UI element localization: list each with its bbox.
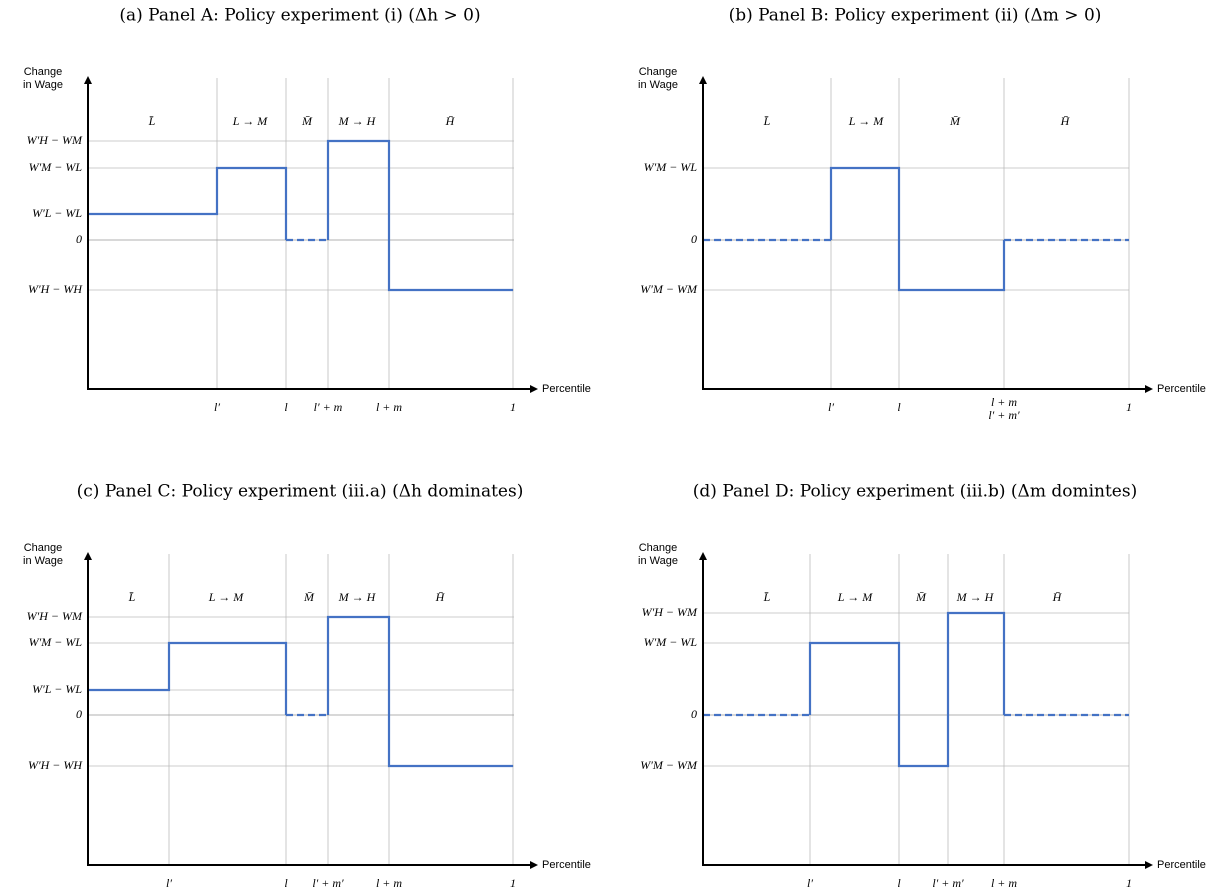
y-axis-label-box: Change in Wage [638,66,678,91]
x-tick-label: 1 [510,876,516,890]
x-tick-label: l′ + m [314,400,343,414]
panel: (a) Panel A: Policy experiment (i) (Δh >… [23,6,591,414]
y-axis-label: Change in Wage [638,66,678,91]
y-tick-label: W′M − WL [29,160,83,174]
x-tick-label: 1 [510,400,516,414]
region-label: L̄ [128,590,136,604]
region-label: L̄ [763,114,771,128]
y-tick-label: 0 [691,707,697,721]
region-label: H̄ [1052,590,1063,604]
wage-change-line [88,641,288,715]
x-tick-label: l [897,876,901,890]
y-tick-label: W′M − WM [640,758,698,772]
y-axis-label: Change in Wage [23,66,63,91]
region-label: H̄ [435,590,446,604]
y-axis-arrow [84,76,92,84]
y-tick-label: W′H − WM [27,133,83,147]
x-tick-label: l + m [991,395,1017,409]
x-axis-label: Percentile [542,383,591,395]
region-label: M → H [338,114,377,128]
region-label: M → H [956,590,995,604]
panel: (c) Panel C: Policy experiment (iii.a) (… [23,482,591,890]
wage-change-line [829,166,1006,292]
x-tick-label: l′ [828,400,834,414]
x-tick-label: l [897,400,901,414]
y-tick-label: W′H − WH [28,282,83,296]
y-axis-label-box: Change in Wage [23,66,63,91]
region-label: L̄ [148,114,156,128]
x-tick-label: l′ + m′ [988,408,1020,422]
y-axis-label-box: Change in Wage [23,542,63,567]
x-tick-label: l′ [807,876,813,890]
x-axis-label: Percentile [542,859,591,871]
panel-caption: (b) Panel B: Policy experiment (ii) (Δm … [729,6,1102,26]
y-tick-label: W′M − WL [29,635,83,649]
panel: (d) Panel D: Policy experiment (iii.b) (… [638,482,1206,890]
y-tick-label: W′H − WM [642,605,698,619]
y-tick-label: 0 [76,232,82,246]
y-tick-label: W′M − WL [644,160,698,174]
x-tick-label: 1 [1126,876,1132,890]
y-tick-label: W′M − WL [644,635,698,649]
x-tick-label: 1 [1126,400,1132,414]
region-label: L̄ [763,590,771,604]
region-label: L → M [848,114,884,128]
region-label: L → M [208,590,244,604]
y-axis-label: Change in Wage [638,542,678,567]
y-axis-label-box: Change in Wage [638,542,678,567]
x-axis-label: Percentile [1157,383,1206,395]
region-label: H̄ [445,114,456,128]
y-axis-arrow [699,76,707,84]
x-axis-arrow [1145,861,1153,869]
x-tick-label: l′ + m′ [932,876,964,890]
wage-change-line [326,615,513,768]
x-tick-label: l′ [214,400,220,414]
y-tick-label: W′L − WL [32,682,82,696]
region-label: M̄ [949,114,961,128]
x-axis-arrow [530,385,538,393]
region-label: M̄ [301,114,313,128]
region-label: M̄ [303,590,315,604]
x-tick-label: l + m [991,876,1017,890]
x-tick-label: l + m [376,400,402,414]
region-label: L → M [837,590,873,604]
y-tick-label: W′M − WM [640,282,698,296]
panel: (b) Panel B: Policy experiment (ii) (Δm … [638,6,1206,422]
panel-caption: (d) Panel D: Policy experiment (iii.b) (… [693,482,1137,502]
panel-caption: (c) Panel C: Policy experiment (iii.a) (… [77,482,524,502]
region-label: H̄ [1060,114,1071,128]
x-axis-arrow [530,861,538,869]
region-label: M̄ [915,590,927,604]
x-axis-label: Percentile [1157,859,1206,871]
x-tick-label: l′ [166,876,172,890]
x-tick-label: l [284,400,288,414]
panel-caption: (a) Panel A: Policy experiment (i) (Δh >… [119,6,480,26]
x-tick-label: l + m [376,876,402,890]
y-tick-label: W′H − WH [28,758,83,772]
region-label: L → M [232,114,268,128]
x-axis-arrow [1145,385,1153,393]
y-tick-label: 0 [76,707,82,721]
x-tick-label: l′ + m′ [312,876,344,890]
x-tick-label: l [284,876,288,890]
y-tick-label: W′H − WM [27,609,83,623]
y-axis-arrow [84,552,92,560]
wage-change-line [808,611,1006,768]
y-axis-arrow [699,552,707,560]
wage-change-line [326,139,513,292]
y-axis-label: Change in Wage [23,542,63,567]
y-tick-label: 0 [691,232,697,246]
region-label: M → H [338,590,377,604]
y-tick-label: W′L − WL [32,206,82,220]
wage-change-line [88,166,288,240]
